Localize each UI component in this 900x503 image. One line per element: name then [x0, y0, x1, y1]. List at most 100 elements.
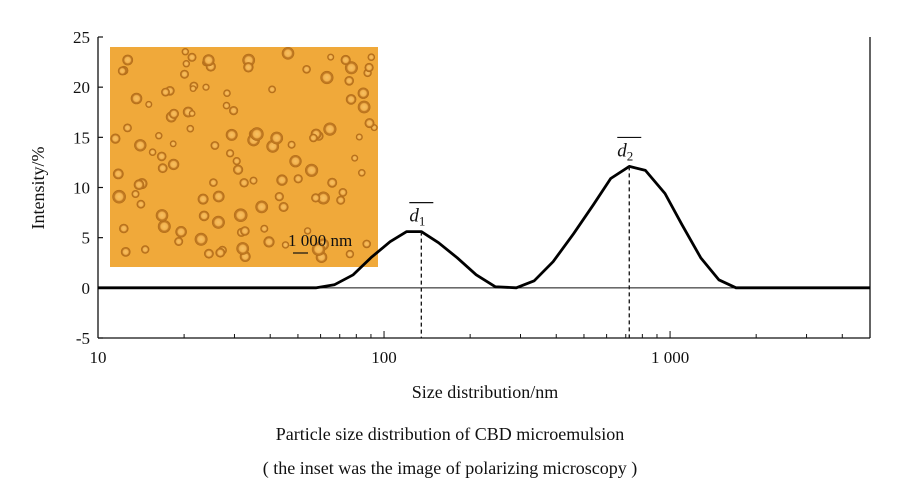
droplet: [323, 122, 337, 136]
droplet: [274, 192, 284, 202]
droplet: [223, 89, 231, 97]
y-axis-title: Intensity/%: [28, 147, 48, 230]
droplet: [157, 219, 171, 233]
droplet: [186, 124, 195, 133]
droplet: [211, 215, 225, 229]
droplet: [232, 157, 241, 166]
droplet: [278, 201, 289, 212]
droplet: [133, 179, 145, 191]
droplet: [179, 69, 189, 79]
droplet: [194, 232, 208, 246]
y-tick-label: 20: [73, 78, 90, 97]
droplet: [362, 239, 372, 249]
peak-label: d1: [409, 206, 425, 229]
droplet: [327, 177, 338, 188]
y-tick-label: 25: [73, 28, 90, 47]
droplet: [233, 164, 244, 175]
droplet: [145, 100, 153, 108]
particle-size-chart: 1 000 nm -5 0 5 10 15 20 25 10 100 1 000 d1 d2 Siz…: [28, 28, 871, 402]
droplet: [182, 60, 190, 68]
x-tick-label: 100: [371, 348, 397, 367]
droplet: [303, 227, 312, 235]
droplet: [157, 163, 168, 174]
droplet: [338, 187, 348, 197]
droplet: [209, 178, 218, 187]
droplet: [175, 226, 187, 238]
droplet: [345, 249, 355, 259]
droplet: [364, 62, 374, 73]
x-tick-label: 10: [90, 348, 107, 367]
droplet: [215, 247, 226, 258]
droplet: [119, 223, 129, 234]
droplet: [229, 106, 239, 116]
droplet: [327, 53, 335, 61]
droplet: [249, 176, 258, 185]
droplet: [120, 246, 131, 257]
droplet: [367, 53, 376, 61]
droplet: [344, 61, 358, 75]
droplet: [243, 62, 254, 73]
droplet: [210, 141, 220, 150]
droplet: [357, 87, 370, 99]
droplet: [161, 87, 170, 97]
droplet: [309, 133, 318, 143]
droplet: [112, 189, 126, 204]
droplet: [155, 209, 169, 222]
droplet: [168, 108, 179, 119]
droplet: [202, 83, 210, 91]
droplet: [336, 195, 346, 205]
droplet: [136, 199, 146, 209]
droplet: [140, 245, 150, 254]
droplet: [131, 189, 140, 198]
droplet: [156, 151, 167, 162]
droplet: [174, 236, 184, 246]
droplet: [233, 208, 248, 223]
series-line: [98, 165, 870, 290]
droplet: [236, 242, 250, 255]
droplet: [357, 169, 366, 177]
droplet: [364, 118, 375, 129]
droplet: [276, 174, 288, 186]
droplet: [240, 226, 250, 236]
y-tick-label: -5: [76, 329, 90, 348]
figure-caption: Particle size distribution of CBD microe…: [275, 424, 625, 444]
droplet: [117, 66, 127, 76]
droplet: [357, 100, 371, 114]
droplet: [222, 101, 231, 110]
droplet: [148, 148, 157, 157]
droplet: [130, 92, 143, 105]
droplet: [311, 242, 326, 256]
droplet: [281, 241, 290, 249]
droplet: [268, 85, 277, 94]
droplet: [123, 123, 132, 133]
x-tick-label: 1 000: [651, 348, 689, 367]
droplet: [188, 110, 196, 117]
droplet: [270, 131, 284, 145]
droplet: [181, 48, 189, 56]
droplet: [320, 70, 334, 85]
droplet: [311, 193, 321, 203]
droplet: [340, 54, 351, 66]
droplet: [110, 133, 121, 144]
scale-bar-label: 1 000 nm: [288, 231, 352, 250]
droplet: [351, 154, 359, 162]
droplet: [289, 154, 302, 168]
droplet: [203, 248, 214, 259]
peak-label: d2: [617, 140, 633, 163]
droplet: [212, 190, 225, 203]
droplet: [250, 127, 264, 141]
droplet: [304, 163, 319, 177]
droplet: [293, 174, 303, 184]
droplet: [355, 133, 363, 141]
droplet: [187, 52, 197, 62]
droplet: [202, 54, 215, 67]
droplet: [239, 178, 249, 188]
y-tick-label: 10: [73, 179, 90, 198]
droplet: [344, 76, 355, 86]
droplet: [197, 193, 209, 205]
droplet: [134, 139, 147, 152]
droplet: [226, 149, 235, 158]
droplet: [281, 46, 295, 60]
droplet: [198, 210, 210, 222]
droplet: [260, 224, 269, 233]
